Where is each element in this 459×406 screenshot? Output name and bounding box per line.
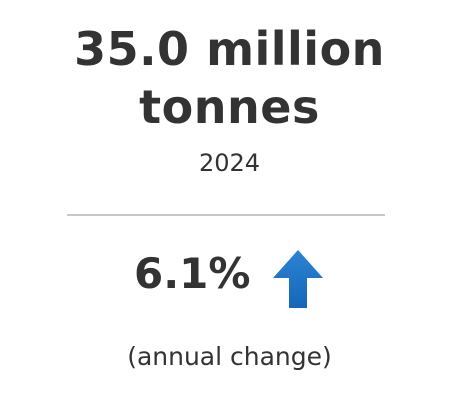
indicator-year: 2024: [198, 149, 261, 177]
indicator-value: 35.0 million: [74, 22, 385, 76]
annual-change-caption: (annual change): [127, 342, 332, 371]
divider: [67, 214, 385, 216]
arrow-up-icon: [273, 250, 323, 308]
annual-change-value: 6.1%: [134, 249, 251, 298]
change-row: 6.1%: [0, 244, 459, 308]
indicator-unit: tonnes: [139, 80, 320, 134]
